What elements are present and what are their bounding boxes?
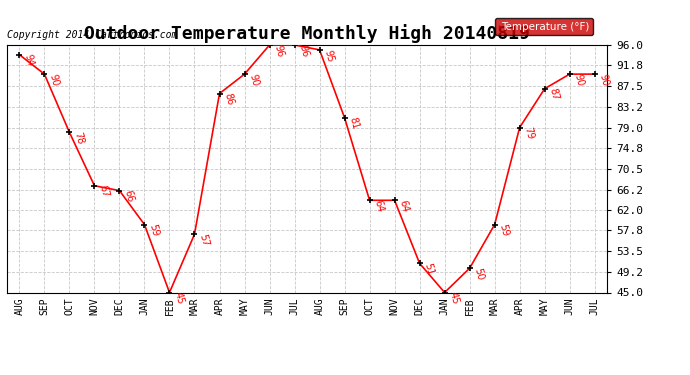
Text: 45: 45 — [447, 291, 460, 306]
Text: 64: 64 — [373, 199, 385, 213]
Text: 90: 90 — [47, 73, 60, 87]
Text: Copyright 2014 Cartronics.com: Copyright 2014 Cartronics.com — [7, 30, 177, 40]
Text: 86: 86 — [222, 92, 235, 106]
Text: 57: 57 — [197, 233, 210, 248]
Text: 45: 45 — [172, 291, 185, 306]
Text: 81: 81 — [347, 116, 360, 131]
Title: Outdoor Temperature Monthly High 20140819: Outdoor Temperature Monthly High 2014081… — [84, 24, 530, 44]
Text: 90: 90 — [247, 73, 260, 87]
Text: 90: 90 — [598, 73, 610, 87]
Text: 79: 79 — [522, 126, 535, 141]
Text: 78: 78 — [72, 131, 85, 146]
Text: 50: 50 — [473, 267, 485, 281]
Text: 90: 90 — [573, 73, 585, 87]
Text: 94: 94 — [22, 53, 35, 68]
Text: 87: 87 — [547, 87, 560, 102]
Text: 64: 64 — [397, 199, 410, 213]
Text: 66: 66 — [122, 189, 135, 204]
Legend: Temperature (°F): Temperature (°F) — [495, 18, 593, 35]
Text: 96: 96 — [273, 44, 285, 58]
Text: 67: 67 — [97, 184, 110, 199]
Text: 96: 96 — [297, 44, 310, 58]
Text: 95: 95 — [322, 48, 335, 63]
Text: 59: 59 — [497, 223, 511, 238]
Text: 51: 51 — [422, 262, 435, 276]
Text: 59: 59 — [147, 223, 160, 238]
